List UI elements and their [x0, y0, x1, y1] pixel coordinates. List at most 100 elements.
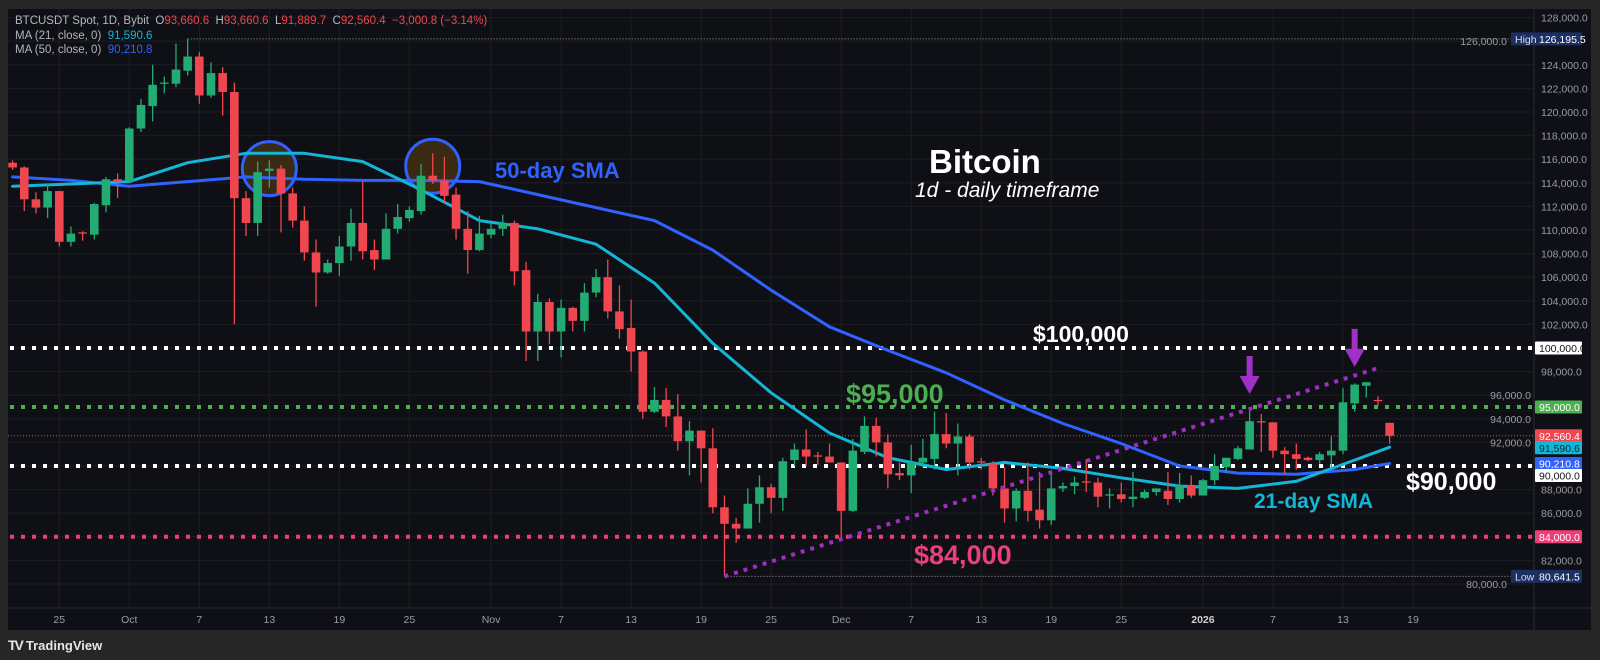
- candle-body: [19, 167, 29, 200]
- candle-body: [206, 73, 216, 96]
- candle: [358, 181, 367, 260]
- price-badge: [1535, 429, 1582, 443]
- candle-body: [370, 250, 379, 260]
- candle: [405, 206, 414, 222]
- candle: [1163, 471, 1173, 505]
- price-tick-label: 86,000.0: [1541, 508, 1582, 520]
- candle-body: [300, 220, 309, 253]
- date-tick-label: 13: [1337, 614, 1349, 626]
- price-badge: [1535, 457, 1582, 471]
- candle-body: [486, 228, 496, 235]
- ma50-value: 90,210.8: [107, 44, 153, 56]
- candle: [1175, 473, 1184, 503]
- price-badge-label: 91,590.6: [1539, 443, 1580, 455]
- candle: [1105, 488, 1114, 509]
- candle: [311, 239, 321, 307]
- candle-body: [1350, 384, 1359, 404]
- candle-body: [1186, 484, 1196, 496]
- candle: [66, 226, 76, 247]
- candle: [521, 261, 531, 361]
- time-axis[interactable]: 25 Oct 7 13 19 25 Nov 7 13 19 25 Dec 7 13 19 25 2026 7 13 1…: [53, 614, 1419, 626]
- candle-body: [66, 233, 76, 242]
- ma50-line: [11, 175, 1392, 476]
- candle-body: [673, 416, 683, 442]
- price-badge: [1535, 441, 1582, 455]
- candle: [1338, 388, 1348, 455]
- candle: [241, 191, 251, 236]
- candle-body: [743, 503, 753, 529]
- candle-body: [510, 222, 519, 272]
- candle-body: [1105, 494, 1114, 496]
- candle: [1035, 471, 1044, 529]
- candle-body: [288, 193, 297, 221]
- candle: [731, 517, 741, 543]
- candle-body: [358, 222, 367, 252]
- candle: [1128, 471, 1138, 508]
- candle-body: [860, 425, 869, 452]
- candle: [720, 495, 729, 577]
- indicator-ma21[interactable]: MA (21, close, 0) 91,590.6: [15, 29, 487, 44]
- candle-body: [1000, 488, 1009, 509]
- candle-body: [1280, 450, 1289, 455]
- price-badges: 100,000.0 95,000.0 92,560.491,590.6 90,210.…: [1511, 32, 1586, 583]
- candle-body: [1338, 402, 1348, 451]
- candle: [463, 211, 473, 274]
- candle-body: [323, 263, 332, 273]
- indicator-ma50[interactable]: MA (50, close, 0) 90,210.8: [15, 43, 487, 58]
- candle-body: [218, 73, 227, 92]
- tradingview-logo[interactable]: TV TradingView: [8, 637, 102, 653]
- candle-body: [1175, 484, 1184, 500]
- candle-body: [708, 448, 718, 508]
- candle-body: [906, 462, 916, 476]
- ma21-value: 91,590.6: [107, 29, 153, 42]
- candle-body: [1023, 490, 1033, 511]
- candle-body: [696, 430, 706, 449]
- candle-body: [1198, 480, 1208, 496]
- high-badge-label: High: [1515, 34, 1537, 46]
- candle-body: [953, 436, 963, 444]
- candle-body: [1128, 496, 1138, 500]
- date-tick-label: Nov: [482, 614, 501, 626]
- candle-body: [965, 436, 974, 463]
- price-axis[interactable]: 128,000.0 126,000.0 124,000.0 122,000.0 120,…: [1460, 13, 1588, 591]
- candle: [89, 202, 99, 240]
- candle: [696, 430, 706, 483]
- candle-body: [615, 311, 624, 330]
- candle-body: [1070, 482, 1079, 487]
- candle-body: [521, 270, 531, 332]
- candle-body: [1327, 450, 1336, 456]
- candle: [801, 429, 811, 466]
- price-badge-label: 100,000.0: [1539, 343, 1586, 355]
- candle-body: [1046, 488, 1056, 521]
- candle: [300, 206, 309, 261]
- candle: [1070, 476, 1079, 495]
- candle-body: [1035, 509, 1044, 521]
- candle: [568, 306, 578, 332]
- candle: [638, 350, 648, 419]
- candle-body: [1315, 454, 1324, 461]
- candle-body: [498, 222, 508, 229]
- price-badge: [1535, 530, 1582, 544]
- candle-body: [381, 228, 391, 260]
- candle: [323, 259, 332, 274]
- candle: [8, 160, 17, 170]
- horizontal-levels: [8, 38, 1534, 577]
- trendline: [723, 366, 1379, 579]
- price-badge: [1535, 400, 1582, 414]
- candle: [1221, 457, 1231, 474]
- date-tick-label: 7: [196, 614, 202, 626]
- candle-body: [895, 473, 904, 476]
- candle: [1011, 488, 1021, 522]
- low-badge: [1511, 569, 1582, 583]
- candle-body: [650, 399, 659, 412]
- symbol-info[interactable]: BTCUSDT Spot, 1D, Bybit: [15, 15, 149, 27]
- candle-body: [591, 277, 601, 293]
- annotation-subtitle: 1d - daily timeframe: [915, 179, 1099, 202]
- candle-body: [685, 430, 694, 442]
- candle-body: [556, 307, 566, 332]
- candle: [1233, 445, 1243, 461]
- candle-body: [1303, 457, 1313, 461]
- price-tick-label: 108,000.0: [1541, 249, 1588, 261]
- candle: [148, 64, 157, 122]
